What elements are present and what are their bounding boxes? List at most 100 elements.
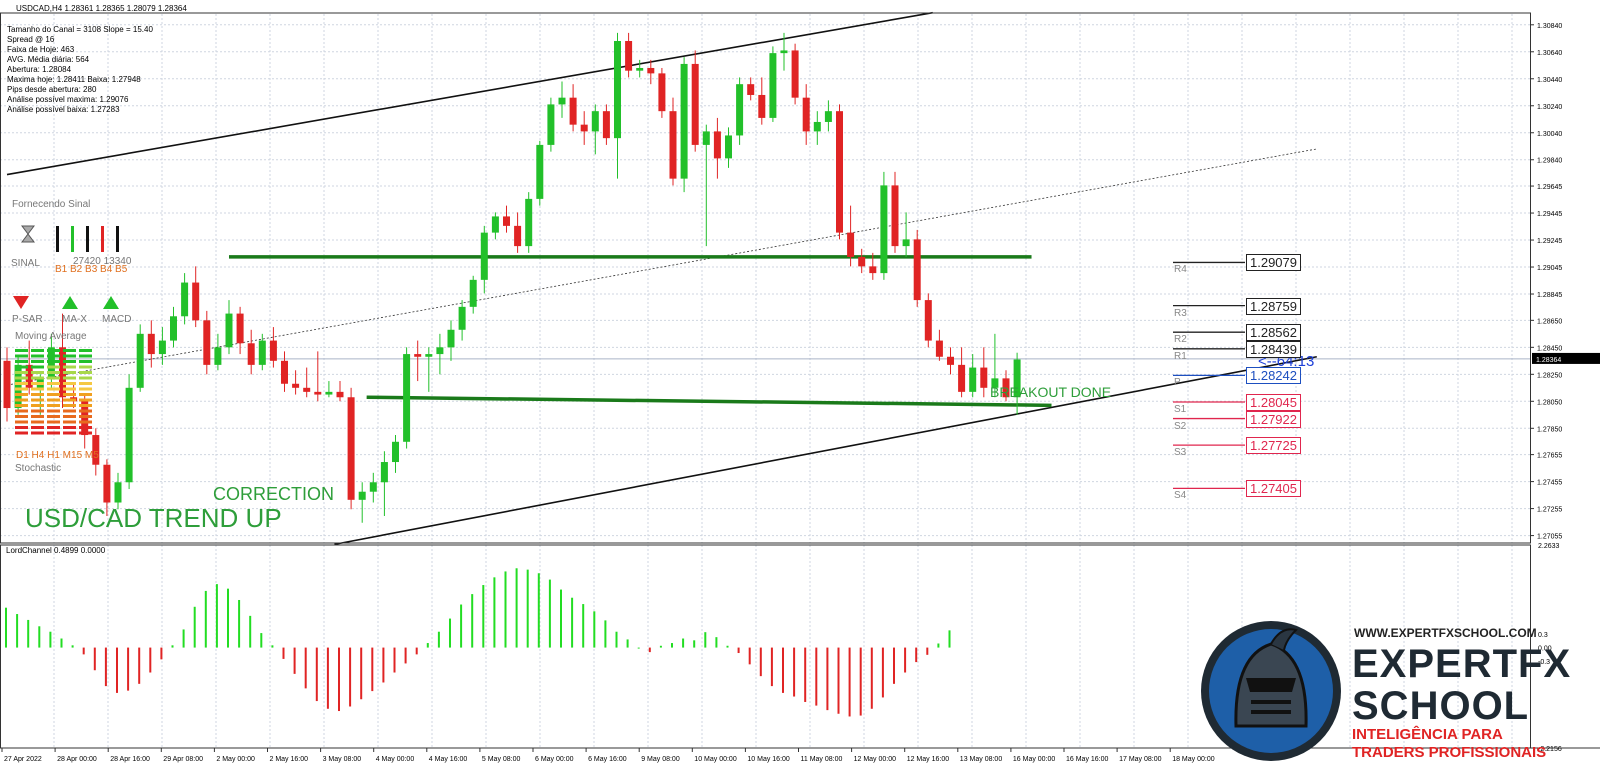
osc-bar (837, 647, 840, 714)
oscillator-bars (5, 568, 951, 717)
candle (780, 32, 788, 71)
candle (758, 77, 766, 125)
heat-block (47, 409, 60, 413)
osc-bar (5, 607, 7, 648)
candle-body (3, 360, 11, 409)
candle (691, 50, 699, 152)
signal-numbers: 27420 13340 (73, 256, 132, 267)
heat-block (79, 409, 92, 413)
price-tick-label: 1.30240 (1537, 104, 1562, 111)
candle-body (947, 356, 954, 365)
candle-body (125, 387, 133, 483)
candle (347, 387, 355, 510)
osc-bar (437, 631, 440, 648)
heat-block (63, 349, 76, 352)
osc-bar (793, 647, 796, 697)
pivot-name: R2 (1174, 334, 1187, 346)
osc-bar (881, 647, 884, 698)
heat-block (63, 431, 76, 435)
osc-bar (804, 647, 807, 702)
candle (469, 275, 477, 314)
heat-block (15, 426, 28, 429)
osc-bar (782, 647, 784, 693)
candle (369, 472, 377, 503)
osc-bar (449, 618, 451, 648)
candle-body (691, 63, 699, 145)
osc-bar (82, 647, 85, 655)
candle-body (647, 67, 655, 74)
candle (292, 370, 300, 395)
price-tick-label: 1.27055 (1537, 534, 1562, 541)
price-tick-label: 1.30440 (1537, 77, 1562, 84)
osc-bar (515, 568, 518, 648)
candle-body (791, 50, 799, 98)
osc-bar (182, 629, 185, 648)
chart-title: USDCAD,H4 1.28361 1.28365 1.28079 1.2836… (16, 4, 187, 13)
bar-2-icon (71, 226, 74, 252)
heat-block (79, 360, 92, 363)
candle (236, 306, 244, 355)
heat-block (31, 371, 44, 374)
osc-bar (870, 647, 873, 709)
candle-body (269, 340, 277, 361)
info-line: Pips desde abertura: 280 (7, 85, 97, 94)
pivot-value: 1.27922 (1246, 410, 1301, 428)
brand-tagline-1: INTELIGÊNCIA PARA (1352, 726, 1503, 743)
heat-block (47, 382, 60, 385)
heat-block (15, 404, 28, 407)
candle (170, 306, 177, 348)
candle (336, 381, 344, 402)
osc-bar (60, 638, 63, 648)
timeframe-labels: D1 H4 H1 M15 M5 (16, 450, 99, 461)
arrow-up-icon (62, 296, 78, 309)
osc-bar (215, 584, 218, 648)
osc-bar (326, 647, 329, 709)
time-tick-label: 4 May 00:00 (376, 756, 415, 763)
info-panel: Tamanho do Canal = 3108 Slope = 15.40 Spr… (7, 25, 153, 115)
candle-body (725, 135, 732, 159)
candle-body (569, 97, 577, 125)
pivot-value: 1.29079 (1246, 254, 1301, 272)
heat-block (63, 404, 76, 407)
price-tick-label: 1.28250 (1537, 372, 1562, 379)
candle-body (625, 40, 633, 71)
grid (0, 14, 1530, 748)
candle (669, 97, 677, 186)
heat-block (79, 420, 92, 424)
osc-bar (382, 647, 385, 683)
candle-body (935, 340, 943, 357)
heat-block (31, 404, 44, 407)
osc-bar (770, 647, 773, 687)
heat-block (63, 398, 76, 402)
heat-block (79, 376, 92, 380)
osc-bar (482, 585, 485, 648)
heat-block (15, 365, 28, 369)
time-tick-label: 28 Apr 16:00 (110, 756, 150, 763)
heat-block (15, 360, 28, 363)
brand-site: WWW.EXPERTFXSCHOOL.COM (1354, 626, 1537, 640)
candle-body (1002, 378, 1010, 398)
heat-block (63, 354, 76, 358)
candle-body (347, 397, 355, 500)
candle-body (813, 121, 821, 132)
candle-body (669, 111, 677, 179)
trend-line (334, 355, 1317, 546)
osc-bar (604, 620, 607, 648)
osc-bar (415, 647, 418, 655)
candle-body (769, 53, 777, 118)
price-tick-label: 1.28050 (1537, 399, 1562, 406)
pivot-value: 1.27405 (1246, 480, 1301, 498)
candle (136, 324, 144, 392)
time-tick-label: 5 May 08:00 (482, 756, 521, 763)
candle (980, 347, 988, 398)
heat-block (31, 398, 44, 402)
candle (647, 59, 655, 85)
candle-body (591, 111, 599, 132)
pivot-value: 1.28562 (1246, 324, 1301, 342)
candle (614, 32, 621, 179)
knight-logo-icon (1201, 621, 1341, 761)
candle (414, 340, 422, 382)
time-tick-label: 6 May 16:00 (588, 756, 627, 763)
hourglass-icon (21, 225, 35, 243)
time-tick-label: 10 May 16:00 (747, 756, 790, 763)
